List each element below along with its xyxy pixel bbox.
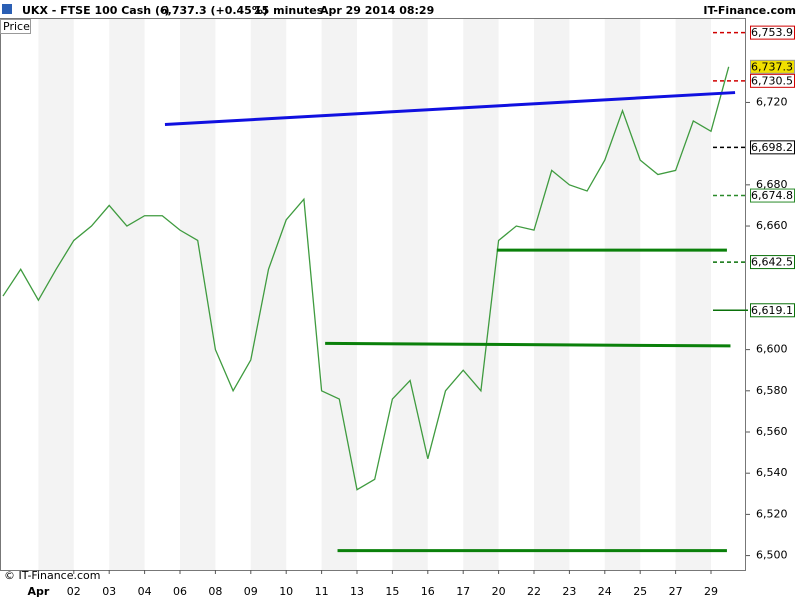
level-label: 6,674.8 bbox=[751, 189, 793, 202]
level-tag bbox=[750, 188, 795, 203]
level-tag bbox=[750, 303, 795, 318]
level-tag bbox=[750, 25, 795, 40]
day-band bbox=[250, 18, 287, 570]
day-band bbox=[180, 18, 216, 570]
trend-line bbox=[164, 91, 736, 126]
y-tick-label: 6,680 bbox=[756, 178, 788, 191]
interval: 15 minutes bbox=[254, 4, 324, 17]
x-tick-label: 13 bbox=[350, 585, 364, 598]
price-line bbox=[2, 66, 730, 491]
day-band bbox=[675, 18, 711, 570]
day-band bbox=[109, 18, 145, 570]
x-tick-label: 16 bbox=[421, 585, 435, 598]
x-tick-label: Apr bbox=[27, 585, 49, 598]
y-tick-label: 6,500 bbox=[756, 549, 788, 562]
datetime: Apr 29 2014 08:29 bbox=[320, 4, 434, 17]
level-label: 6,698.2 bbox=[751, 141, 793, 154]
x-tick-label: 17 bbox=[456, 585, 470, 598]
x-tick-label: 25 bbox=[633, 585, 647, 598]
x-tick-label: 20 bbox=[492, 585, 506, 598]
day-band bbox=[392, 18, 428, 570]
level-tag bbox=[750, 140, 795, 155]
x-tick-label: 10 bbox=[279, 585, 293, 598]
legend-box bbox=[0, 19, 31, 34]
plot-frame bbox=[0, 18, 746, 571]
day-bands bbox=[38, 18, 711, 570]
y-tick-label: 6,720 bbox=[756, 95, 788, 108]
level-tag bbox=[750, 59, 795, 74]
y-tick-label: 6,580 bbox=[756, 384, 788, 397]
copyright: © IT-Finance.com bbox=[4, 569, 101, 582]
x-tick-label: 29 bbox=[704, 585, 718, 598]
level-tag bbox=[750, 73, 795, 88]
x-tick-label: 11 bbox=[315, 585, 329, 598]
level-label: 6,753.9 bbox=[751, 26, 793, 39]
legend-entry: Price bbox=[3, 20, 30, 33]
day-band bbox=[463, 18, 499, 570]
y-tick-label: 6,660 bbox=[756, 219, 788, 232]
level-tag bbox=[750, 255, 795, 270]
day-band bbox=[534, 18, 570, 570]
x-tick-label: 06 bbox=[173, 585, 187, 598]
level-label: 6,642.5 bbox=[751, 256, 793, 269]
level-label: 6,737.3 bbox=[751, 60, 793, 73]
x-tick-label: 09 bbox=[244, 585, 258, 598]
y-tick-label: 6,560 bbox=[756, 425, 788, 438]
day-band bbox=[321, 18, 357, 570]
x-tick-label: 08 bbox=[208, 585, 222, 598]
x-tick-label: 24 bbox=[598, 585, 612, 598]
trend-line bbox=[325, 341, 731, 348]
level-label: 6,730.5 bbox=[751, 74, 793, 87]
x-tick-label: 23 bbox=[562, 585, 576, 598]
x-tick-label: 22 bbox=[527, 585, 541, 598]
logo-icon bbox=[2, 4, 12, 14]
instrument: UKX - FTSE 100 Cash (-) bbox=[22, 4, 170, 17]
y-tick-label: 6,600 bbox=[756, 343, 788, 356]
brand: IT-Finance.com bbox=[703, 4, 796, 17]
x-tick-label: 04 bbox=[138, 585, 152, 598]
last-price: 6,737.3 (+0.45%) bbox=[160, 4, 268, 17]
y-tick-label: 6,520 bbox=[756, 507, 788, 520]
level-label: 6,619.1 bbox=[751, 304, 793, 317]
day-band bbox=[38, 18, 74, 570]
x-tick-label: 27 bbox=[669, 585, 683, 598]
x-tick-label: 02 bbox=[67, 585, 81, 598]
y-tick-label: 6,540 bbox=[756, 466, 788, 479]
x-tick-label: 15 bbox=[385, 585, 399, 598]
x-tick-label: 03 bbox=[102, 585, 116, 598]
